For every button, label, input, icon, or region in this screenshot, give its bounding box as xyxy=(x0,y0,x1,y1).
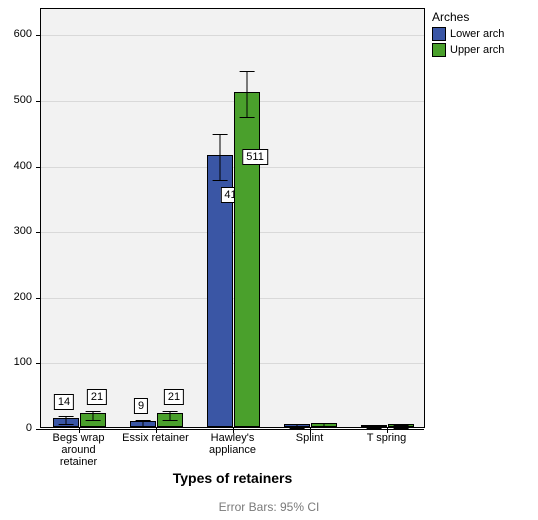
data-label: 14 xyxy=(54,394,74,410)
x-category-label: T spring xyxy=(350,432,423,444)
legend-item: Lower arch xyxy=(432,27,532,41)
ytick-mark xyxy=(36,35,41,36)
plot-area: 1421921415511 xyxy=(40,8,425,428)
legend-label: Upper arch xyxy=(450,44,504,56)
xtick-mark xyxy=(387,428,388,433)
xtick-mark xyxy=(79,428,80,433)
error-cap xyxy=(394,428,409,429)
ytick-label: 200 xyxy=(2,291,32,303)
error-cap xyxy=(59,424,74,425)
bar xyxy=(234,92,261,427)
legend: Arches Lower arch Upper arch xyxy=(432,10,532,59)
data-label: 9 xyxy=(134,398,148,414)
error-cap xyxy=(136,420,151,421)
error-cap xyxy=(59,416,74,417)
error-bar xyxy=(66,416,67,424)
error-cap xyxy=(240,71,255,72)
x-category-label: Begs wraparound retainer xyxy=(42,432,115,468)
ytick-mark xyxy=(36,429,41,430)
data-label: 21 xyxy=(87,389,107,405)
chart-container: 1421921415511 ArchesLower archUpper arch… xyxy=(0,0,538,520)
error-cap xyxy=(86,420,101,421)
legend-item: Upper arch xyxy=(432,43,532,57)
error-cap xyxy=(394,425,409,426)
ytick-label: 500 xyxy=(2,94,32,106)
xtick-mark xyxy=(156,428,157,433)
ytick-label: 600 xyxy=(2,28,32,40)
error-cap xyxy=(163,420,178,421)
ytick-mark xyxy=(36,298,41,299)
legend-label: Lower arch xyxy=(450,28,504,40)
legend-swatch xyxy=(432,43,446,57)
error-cap xyxy=(367,426,382,427)
legend-title: Arches xyxy=(432,10,532,24)
legend-swatch xyxy=(432,27,446,41)
ytick-label: 0 xyxy=(2,422,32,434)
ytick-mark xyxy=(36,101,41,102)
error-bar xyxy=(246,71,247,117)
error-cap xyxy=(136,426,151,427)
ytick-mark xyxy=(36,167,41,168)
x-category-label: Splint xyxy=(273,432,346,444)
error-cap xyxy=(213,134,228,135)
error-bars-caption: Error Bars: 95% CI xyxy=(0,500,538,514)
ytick-label: 400 xyxy=(2,160,32,172)
data-label: 511 xyxy=(242,149,268,165)
error-cap xyxy=(163,411,178,412)
error-cap xyxy=(290,424,305,425)
ytick-mark xyxy=(36,363,41,364)
grid-line xyxy=(41,101,424,102)
error-bar xyxy=(92,411,93,420)
error-cap xyxy=(213,180,228,181)
ytick-label: 100 xyxy=(2,356,32,368)
error-bar xyxy=(220,134,221,180)
error-cap xyxy=(240,117,255,118)
data-label: 21 xyxy=(164,389,184,405)
x-category-label: Essix retainer xyxy=(119,432,192,444)
xtick-mark xyxy=(233,428,234,433)
error-cap xyxy=(317,427,332,428)
x-category-label: Hawley'sappliance xyxy=(196,432,269,456)
grid-line xyxy=(41,35,424,36)
ytick-mark xyxy=(36,232,41,233)
ytick-label: 300 xyxy=(2,225,32,237)
error-bar xyxy=(169,411,170,420)
error-cap xyxy=(317,423,332,424)
xtick-mark xyxy=(310,428,311,433)
error-cap xyxy=(86,411,101,412)
x-axis-title: Types of retainers xyxy=(40,470,425,486)
error-cap xyxy=(367,428,382,429)
error-cap xyxy=(290,428,305,429)
